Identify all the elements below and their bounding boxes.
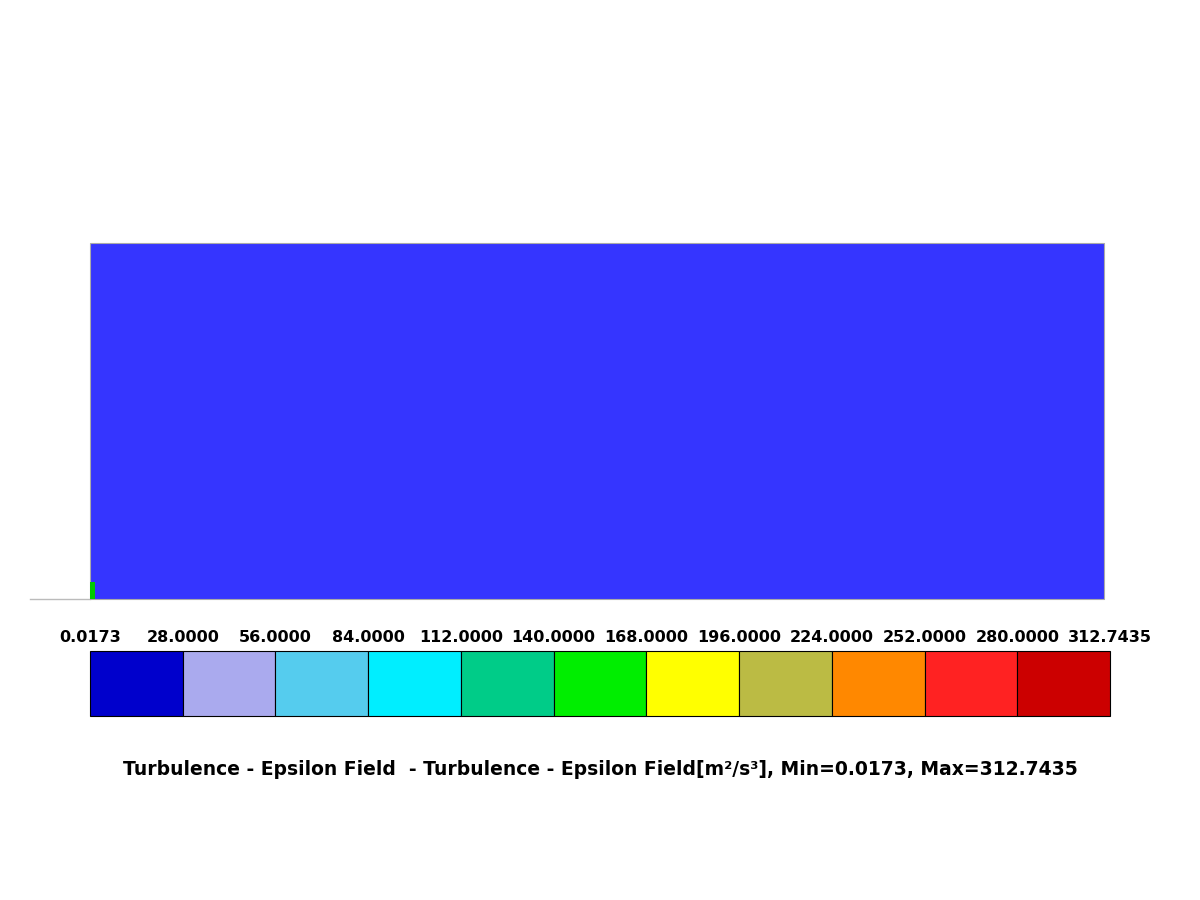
Text: Turbulence - Epsilon Field  - Turbulence - Epsilon Field[m²/s³], Min=0.0173, Max: Turbulence - Epsilon Field - Turbulence … <box>122 760 1078 779</box>
Bar <box>182 651 276 716</box>
Text: 112.0000: 112.0000 <box>419 630 503 645</box>
Bar <box>90 651 182 716</box>
Text: 224.0000: 224.0000 <box>790 630 874 645</box>
Text: 252.0000: 252.0000 <box>882 630 966 645</box>
Text: 280.0000: 280.0000 <box>976 630 1060 645</box>
Bar <box>924 651 1018 716</box>
Text: 28.0000: 28.0000 <box>146 630 220 645</box>
Bar <box>1018 651 1110 716</box>
Bar <box>553 651 647 716</box>
Text: 312.7435: 312.7435 <box>1068 630 1152 645</box>
Text: 196.0000: 196.0000 <box>697 630 781 645</box>
Text: 140.0000: 140.0000 <box>511 630 595 645</box>
Bar <box>461 651 553 716</box>
Text: 168.0000: 168.0000 <box>605 630 689 645</box>
Text: 84.0000: 84.0000 <box>331 630 404 645</box>
Bar <box>739 651 832 716</box>
Bar <box>276 651 368 716</box>
Text: 56.0000: 56.0000 <box>239 630 312 645</box>
Bar <box>832 651 924 716</box>
Text: 0.0173: 0.0173 <box>59 630 121 645</box>
Bar <box>368 651 461 716</box>
Bar <box>90 243 1104 598</box>
Bar <box>90 582 95 599</box>
Bar <box>647 651 739 716</box>
